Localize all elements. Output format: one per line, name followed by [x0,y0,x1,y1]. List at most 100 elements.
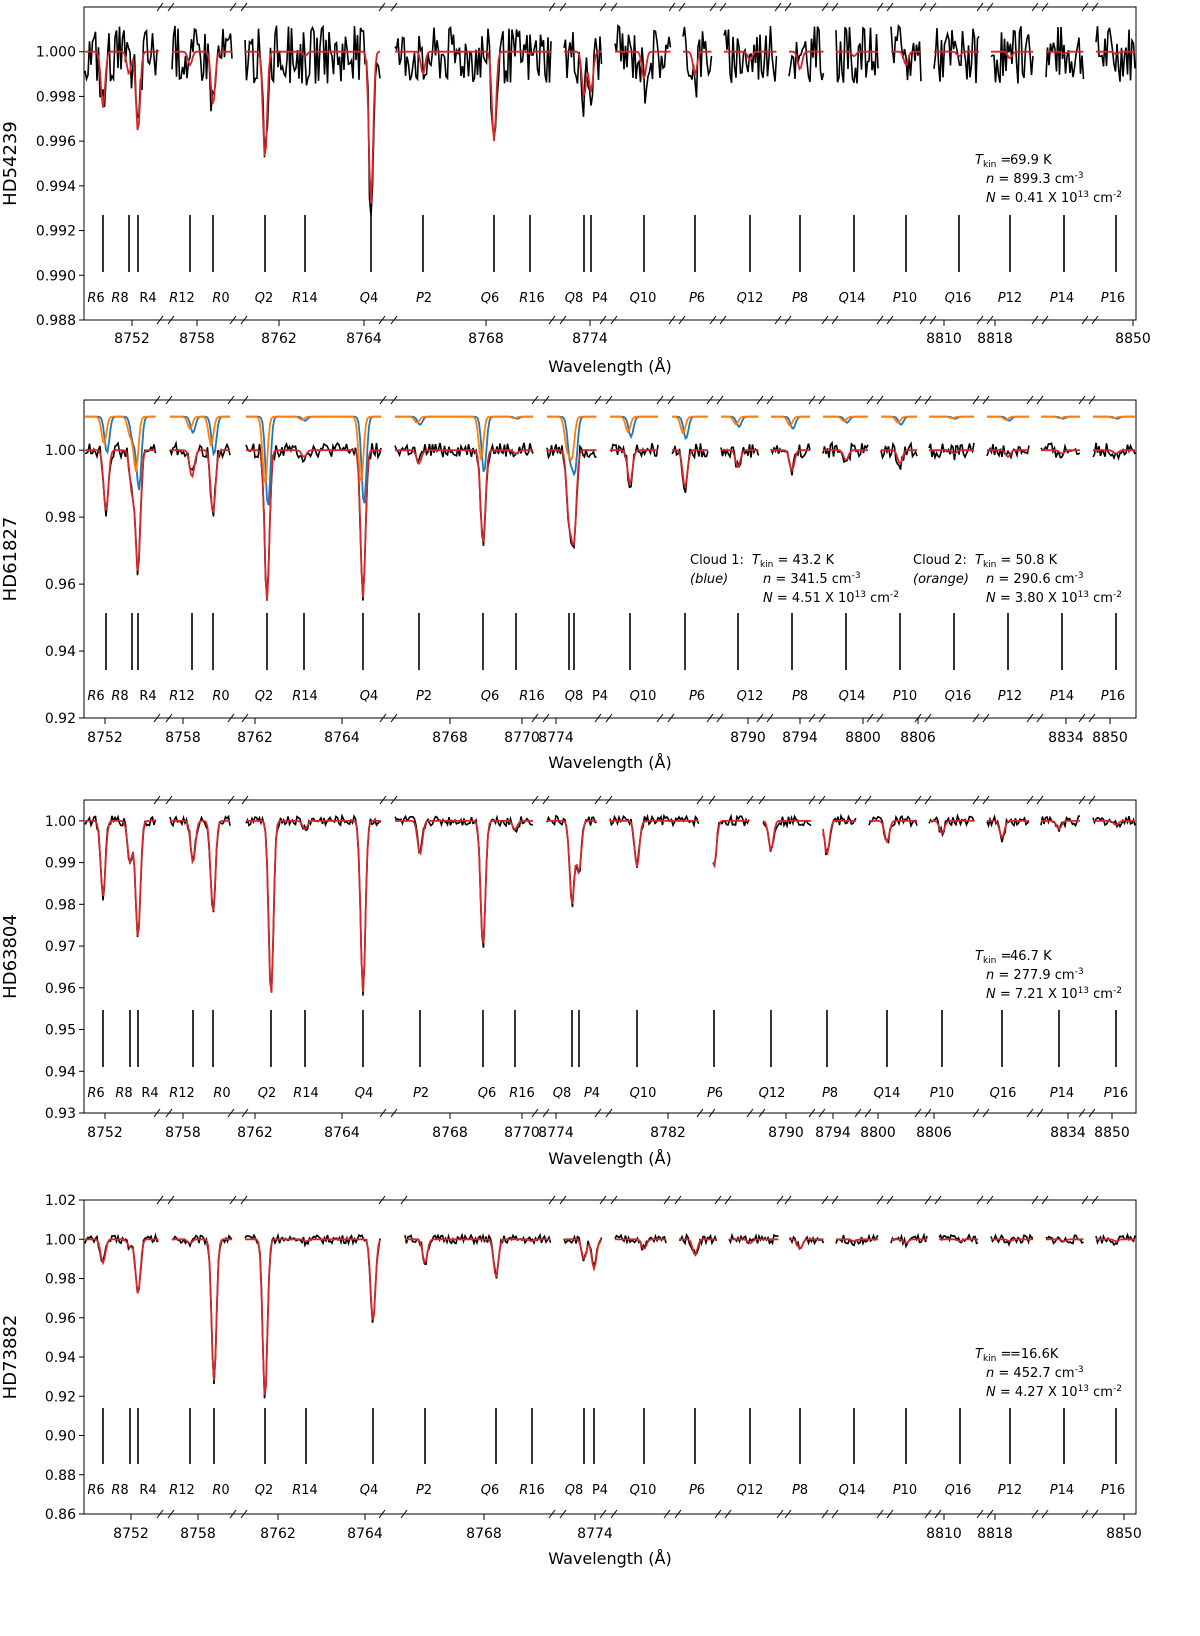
axis-break-mark [1078,395,1086,405]
line-label: R14 [292,1483,318,1498]
x-tick-label: 8794 [782,730,818,746]
axis-break-mark [854,795,862,805]
line-label: R0 [213,1086,230,1101]
axis-break-mark [1031,315,1039,325]
line-label: R16 [509,1086,535,1101]
axis-break-mark [1091,1509,1099,1519]
line-label: Q2 [255,1483,274,1498]
axis-break-mark [1031,1195,1039,1205]
axis-break-mark [390,315,398,325]
model-spectrum [929,820,974,835]
observed-spectrum [712,813,750,866]
axis-break-mark [876,315,884,325]
axis-break-mark [774,315,782,325]
axis-break-mark [831,1195,839,1205]
axis-break-mark [678,2,686,12]
axis-break-mark [784,2,792,12]
x-tick-label: 8770 [504,1125,540,1141]
axis-break-mark [756,713,764,723]
y-tick-label: 0.94 [45,644,76,660]
axis-break-mark [708,1108,716,1118]
model-spectrum [405,1238,551,1279]
cloud2-model [395,415,533,461]
axis-break-mark [919,315,927,325]
axis-break-mark [724,1509,732,1519]
line-label: Q10 [630,689,657,704]
x-tick-label: 8752 [87,730,123,746]
model-spectrum [85,1238,159,1294]
line-label: P16 [1101,1483,1125,1498]
axis-break-mark [758,795,766,805]
line-label: Q16 [945,291,972,306]
y-tick-label: 0.88 [45,1468,76,1484]
x-tick-label: 8752 [113,1526,149,1542]
y-axis-label: HD63804 [0,914,21,999]
observed-spectrum [84,814,157,938]
y-tick-label: 0.95 [45,1023,76,1039]
cloud2-model [987,415,1029,421]
axis-break-mark [390,2,398,12]
x-tick-label: 8752 [114,331,150,347]
axis-break-mark [378,2,386,12]
axis-break-mark [531,713,539,723]
axis-break-mark [165,713,173,723]
axis-break-mark [831,1509,839,1519]
axis-break-mark [531,795,539,805]
x-axis-label: Wavelength (Å) [548,357,671,376]
column-density-annotation: N = 4.27 X 1013 cm-2 [986,1384,1122,1400]
line-label: P10 [893,689,917,704]
axis-break-mark [668,2,676,12]
axis-break-mark [914,395,922,405]
observed-spectrum [1092,442,1136,462]
model-spectrum [929,449,974,455]
y-tick-label: 1.02 [45,1193,76,1209]
observed-spectrum [990,26,1034,84]
observed-spectrum [244,1232,381,1399]
axis-break-mark [818,395,826,405]
axis-break-mark [605,395,613,405]
axis-break-mark [982,1108,990,1118]
x-axis-label: Wavelength (Å) [548,1149,671,1168]
axis-break-mark [719,315,727,325]
axis-break-mark [548,315,556,325]
axis-break-mark [229,1509,237,1519]
line-label: P12 [998,689,1022,704]
axis-break-mark [165,1108,173,1118]
axis-break-mark [1088,395,1096,405]
line-label: R6 [87,689,104,704]
axis-break-mark [924,1509,932,1519]
line-label: P8 [822,1086,838,1101]
line-label: Q16 [990,1086,1017,1101]
y-axis-label: HD73882 [0,1315,21,1400]
line-label: Q4 [360,689,379,704]
model-spectrum [934,50,979,58]
axis-break-mark [559,2,567,12]
cloud2-model [823,415,868,423]
axis-break-mark [709,315,717,325]
y-tick-label: 0.97 [45,939,76,955]
cloud2-model [170,415,230,447]
cloud1-column-density: N = 4.51 X 1013 cm-2 [763,590,899,606]
observed-spectrum [788,26,825,83]
axis-break-mark [167,315,175,325]
observed-spectrum [394,442,534,546]
model-spectrum [762,820,811,852]
line-label: P12 [998,1483,1022,1498]
model-spectrum [987,449,1029,459]
cloud2-column-density: N = 3.80 X 1013 cm-2 [986,590,1122,606]
axis-break-mark [1091,315,1099,325]
line-label: R16 [519,1483,545,1498]
observed-spectrum [1095,26,1136,82]
line-label: P6 [689,689,705,704]
model-spectrum [1041,820,1080,831]
axis-break-mark [548,1509,556,1519]
model-spectrum [729,1238,779,1245]
axis-break-mark [240,315,248,325]
axis-break-mark [831,2,839,12]
axis-break-mark [1078,795,1086,805]
y-tick-label: 0.996 [36,134,76,150]
x-tick-label: 8790 [768,1125,804,1141]
axis-break-mark [378,1509,386,1519]
axis-break-mark [240,2,248,12]
line-label: P8 [792,291,808,306]
